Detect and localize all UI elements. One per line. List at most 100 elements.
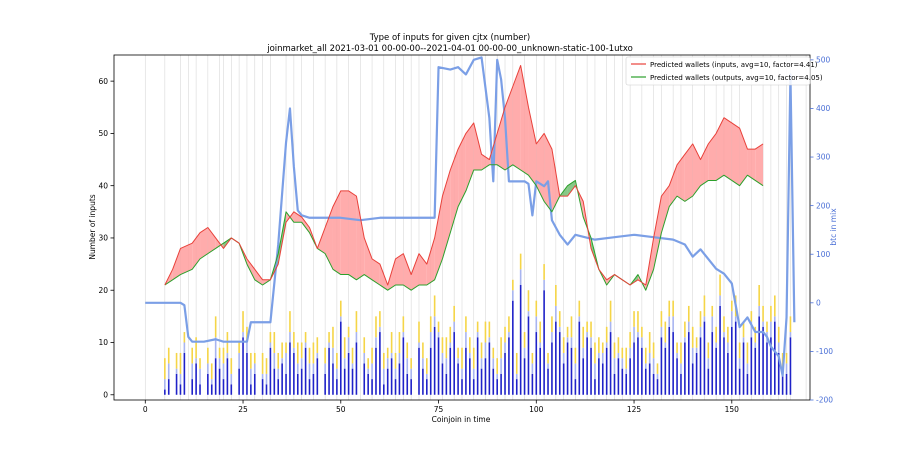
inputs-fill-segment xyxy=(332,190,341,275)
bar-yellow xyxy=(469,337,471,353)
bar-light xyxy=(281,358,283,364)
bar-dark xyxy=(574,379,577,395)
bar-yellow xyxy=(555,285,557,306)
bar-dark xyxy=(488,342,491,395)
inputs-fill-segment xyxy=(200,227,208,259)
bar-yellow xyxy=(195,337,197,359)
bar-dark xyxy=(601,363,604,395)
bar-yellow xyxy=(461,347,463,369)
bar-light xyxy=(512,290,514,301)
bar-yellow xyxy=(578,300,581,317)
inputs-fill-segment xyxy=(661,185,670,233)
bar-yellow xyxy=(324,347,326,364)
bar-dark xyxy=(453,332,455,395)
bar-yellow xyxy=(437,321,440,333)
bar-light xyxy=(246,342,248,353)
bar-dark xyxy=(379,332,381,395)
bar-dark xyxy=(738,368,741,395)
bar-dark xyxy=(226,358,229,395)
bar-yellow xyxy=(727,326,729,343)
bar-light xyxy=(437,332,440,338)
bar-yellow xyxy=(293,332,295,348)
bar-yellow xyxy=(558,311,561,327)
bar-dark xyxy=(246,352,248,395)
bar-dark xyxy=(594,379,596,395)
bar-dark xyxy=(730,326,733,395)
inputs-fill-segment xyxy=(497,107,506,170)
bar-light xyxy=(300,358,303,369)
bar-yellow xyxy=(551,316,553,333)
bar-yellow xyxy=(265,358,268,374)
bar-dark xyxy=(285,373,287,395)
bar-light xyxy=(785,363,788,374)
bar-yellow xyxy=(390,332,393,353)
bar-yellow xyxy=(476,321,479,333)
y-tick-label: 20 xyxy=(98,286,108,295)
inputs-fill-segment xyxy=(458,133,466,207)
x-tick-label: 75 xyxy=(434,405,444,414)
bar-light xyxy=(672,316,674,333)
bar-dark xyxy=(273,368,276,395)
bar-yellow xyxy=(691,326,694,348)
bar-dark xyxy=(558,332,561,395)
inputs-fill-segment xyxy=(348,190,357,280)
bar-dark xyxy=(504,352,506,395)
x-tick-label: 25 xyxy=(238,405,248,414)
bar-yellow xyxy=(523,332,526,348)
bar-light xyxy=(527,311,530,317)
bar-light xyxy=(695,347,698,353)
bar-dark xyxy=(445,373,448,395)
bar-light xyxy=(625,368,628,374)
bar-yellow xyxy=(363,337,366,353)
bar-light xyxy=(500,358,502,374)
bar-light xyxy=(774,316,776,322)
inputs-fill-segment xyxy=(473,122,482,170)
bar-light xyxy=(504,342,506,353)
bar-light xyxy=(476,332,479,338)
bar-dark xyxy=(668,326,671,395)
bar-yellow xyxy=(218,347,221,359)
bar-light xyxy=(621,358,624,369)
bar-dark xyxy=(296,373,299,395)
bar-light xyxy=(183,342,186,353)
inputs-fill-segment xyxy=(192,232,201,270)
bar-dark xyxy=(687,332,690,395)
bar-dark xyxy=(422,368,424,395)
bar-dark xyxy=(281,363,283,395)
y2-tick-label: 200 xyxy=(816,201,831,210)
bar-yellow xyxy=(730,300,733,312)
inputs-fill-segment xyxy=(684,143,693,202)
bar-dark xyxy=(394,379,397,395)
y2-tick-label: -100 xyxy=(816,347,833,356)
bar-dark xyxy=(719,305,721,395)
bar-yellow xyxy=(672,300,674,317)
bar-light xyxy=(265,373,268,385)
bar-dark xyxy=(183,352,186,395)
inputs-line xyxy=(164,64,764,286)
bar-light xyxy=(410,368,412,380)
y2-tick-label: -200 xyxy=(816,396,833,405)
bar-yellow xyxy=(285,342,287,353)
bar-light xyxy=(547,363,549,369)
bar-light xyxy=(558,326,561,333)
bar-dark xyxy=(164,389,166,395)
bar-yellow xyxy=(676,342,678,353)
bar-yellow xyxy=(527,290,530,312)
bar-yellow xyxy=(281,342,283,359)
bar-light xyxy=(758,305,760,317)
bar-yellow xyxy=(339,300,342,317)
bar-dark xyxy=(586,337,588,395)
bar-yellow xyxy=(300,342,303,359)
bar-yellow xyxy=(570,316,573,338)
bar-light xyxy=(445,358,448,374)
inputs-fill-segment xyxy=(207,227,216,254)
bar-yellow xyxy=(422,342,424,359)
bar-dark xyxy=(629,358,631,395)
bar-light xyxy=(312,363,315,374)
bar-dark xyxy=(238,368,240,395)
bar-dark xyxy=(269,347,272,395)
bar-light xyxy=(633,326,635,343)
bar-dark xyxy=(300,368,303,395)
inputs-fill-segment xyxy=(551,149,560,212)
bar-light xyxy=(641,337,643,348)
